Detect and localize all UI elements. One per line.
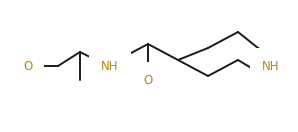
Text: NH: NH xyxy=(262,60,280,72)
Text: O: O xyxy=(23,60,32,72)
Text: NH: NH xyxy=(101,60,119,72)
Text: O: O xyxy=(143,74,153,86)
